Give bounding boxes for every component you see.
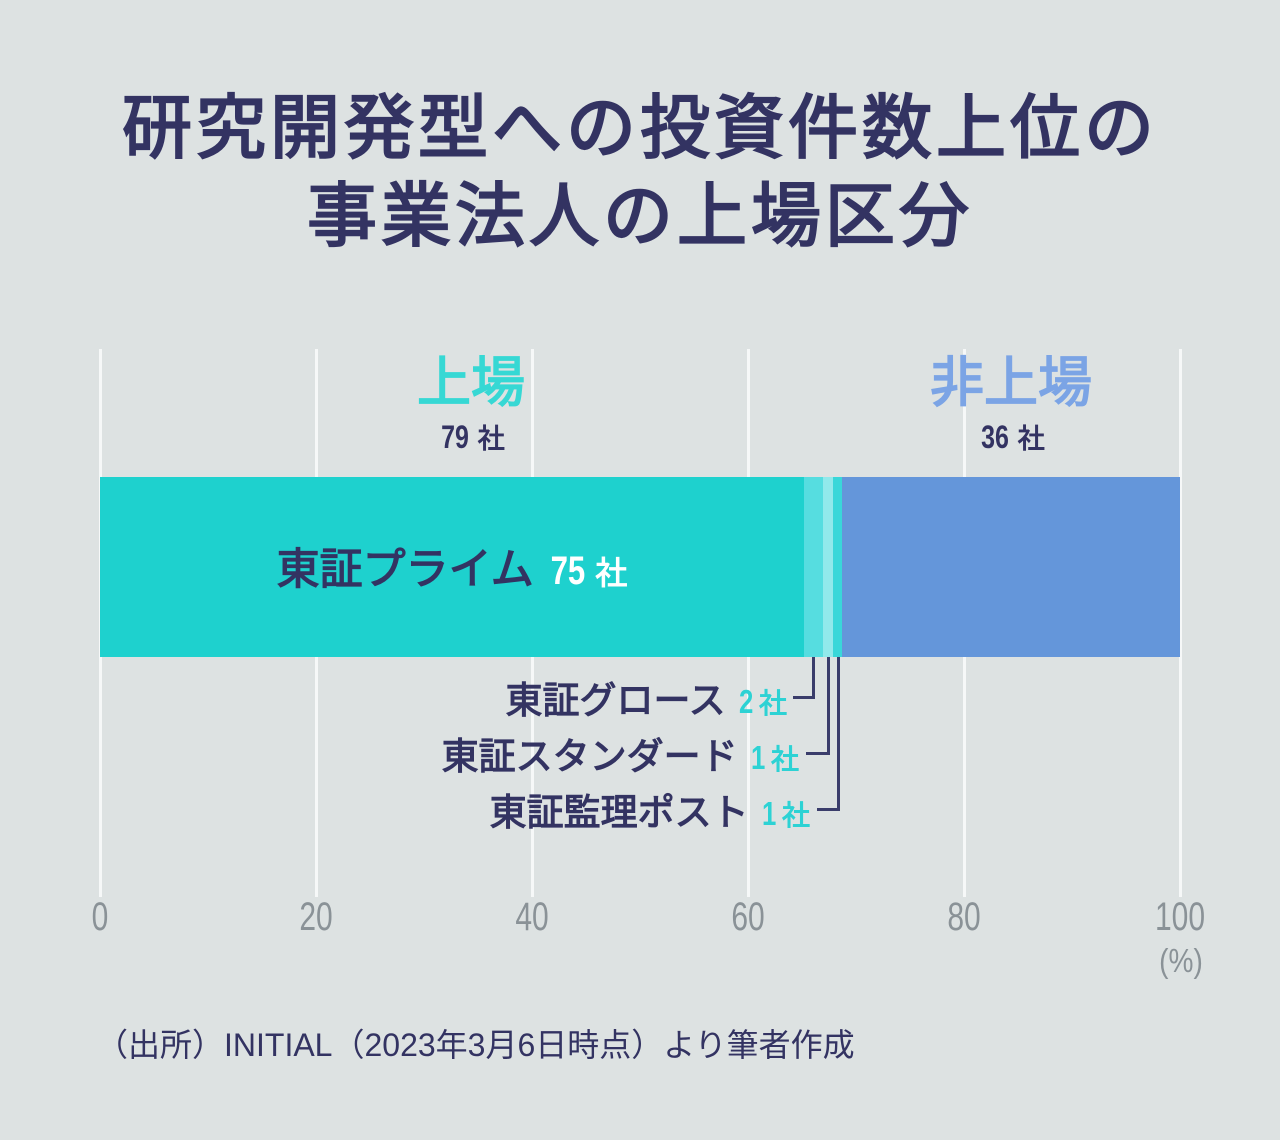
x-tick-40: 40 (515, 895, 549, 939)
callout-tse-standard: 東証スタンダード 1 社 (442, 726, 799, 780)
leader-line-standard-horizontal (806, 752, 830, 755)
legend-unlisted-count-number: 36 (981, 419, 1009, 455)
segment-tse-standard (823, 477, 833, 657)
callout-label: 東証スタンダード (441, 736, 738, 777)
legend-unlisted-count: 36 社 (977, 418, 1045, 456)
chart-title-line1: 研究開発型への投資件数上位の (122, 89, 1158, 167)
legend-listed-count-unit: 社 (477, 424, 505, 454)
bar-label-name: 東証プライム (276, 546, 534, 594)
stacked-bar (100, 477, 1180, 657)
x-tick-0: 0 (91, 895, 109, 939)
callout-tse-kanri-post: 東証監理ポスト 1 社 (490, 782, 810, 836)
segment-tse-kanri-post (832, 477, 842, 657)
callout-count: 1 (750, 739, 765, 776)
callout-label: 東証監理ポスト (489, 792, 749, 833)
callout-unit: 社 (758, 688, 787, 719)
leader-line-growth-horizontal (793, 696, 815, 699)
x-tick-60: 60 (731, 895, 765, 939)
legend-listed-count: 79 社 (437, 418, 505, 456)
source-note: （出所）INITIAL（2023年3月6日時点）より筆者作成 (96, 1027, 855, 1063)
leader-line-kanri-vertical (836, 657, 840, 811)
x-tick-20: 20 (299, 895, 333, 939)
segment-unlisted (841, 477, 1180, 657)
x-axis-unit-label: (%) (1159, 942, 1203, 979)
gridline-100 (1178, 349, 1182, 897)
callout-unit: 社 (770, 744, 799, 775)
segment-tse-prime (100, 477, 805, 657)
leader-line-standard-vertical (826, 657, 830, 755)
legend-listed-label: 上場 (417, 353, 525, 413)
x-tick-100: 100 (1154, 895, 1206, 939)
segment-tse-growth (804, 477, 824, 657)
chart-title: 研究開発型への投資件数上位の 事業法人の上場区分 (0, 84, 1280, 260)
callout-unit: 社 (781, 800, 810, 831)
bar-label-count: 75 (550, 549, 586, 593)
callout-tse-growth: 東証グロース 2 社 (505, 670, 787, 724)
callout-count: 2 (738, 683, 753, 720)
legend-unlisted-count-unit: 社 (1017, 424, 1045, 454)
leader-line-growth-vertical (811, 657, 815, 699)
bar-label-tse-prime: 東証プライム 75 社 (277, 535, 628, 597)
leader-line-kanri-horizontal (817, 808, 840, 811)
callout-label: 東証グロース (505, 680, 726, 721)
callout-count: 1 (761, 795, 776, 832)
x-tick-80: 80 (947, 895, 981, 939)
legend-unlisted-label: 非上場 (930, 353, 1092, 413)
bar-label-unit: 社 (595, 555, 628, 591)
chart-title-line2: 事業法人の上場区分 (307, 177, 973, 255)
legend-listed-count-number: 79 (441, 419, 469, 455)
